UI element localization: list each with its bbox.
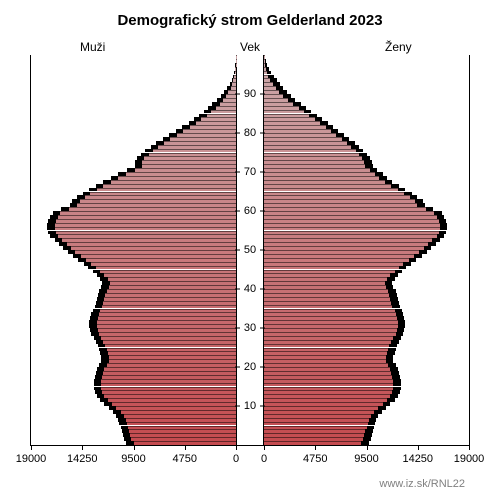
- age-label: Vek: [235, 40, 265, 54]
- x-tick-label: 19000: [16, 453, 47, 465]
- men-label: Muži: [80, 40, 105, 54]
- women-label: Ženy: [385, 40, 412, 54]
- men-side: 1900014250950047500: [30, 55, 237, 445]
- x-tick-label: 0: [233, 453, 239, 465]
- women-side: 0475095001425019000: [263, 55, 470, 445]
- population-pyramid-chart: Demografický strom Gelderland 2023 Muži …: [0, 0, 500, 500]
- plot-area: 1900014250950047500 0475095001425019000 …: [30, 55, 470, 446]
- chart-title: Demografický strom Gelderland 2023: [0, 12, 500, 29]
- footer-text: www.iz.sk/RNL22: [379, 478, 465, 490]
- x-tick-label: 14250: [402, 453, 433, 465]
- x-tick-label: 19000: [454, 453, 485, 465]
- x-tick-label: 9500: [354, 453, 378, 465]
- x-tick-label: 14250: [67, 453, 98, 465]
- x-tick-label: 0: [261, 453, 267, 465]
- x-tick-label: 4750: [303, 453, 327, 465]
- x-tick-label: 4750: [173, 453, 197, 465]
- x-tick-label: 9500: [121, 453, 145, 465]
